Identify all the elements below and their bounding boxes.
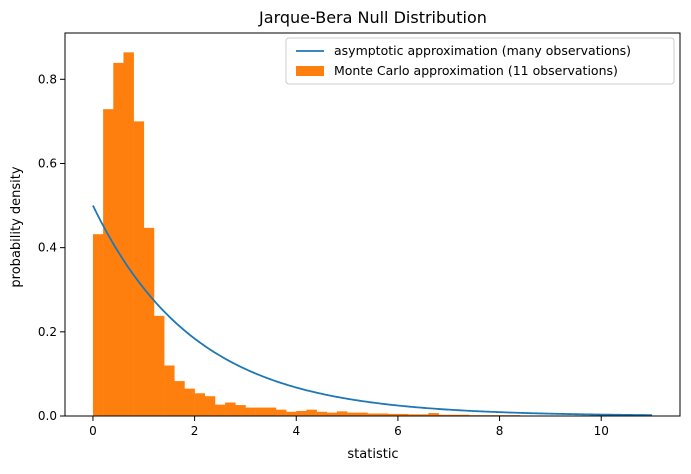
legend-bar-swatch <box>296 66 324 76</box>
histogram-bar <box>276 410 286 416</box>
x-tick-label: 2 <box>191 424 199 438</box>
histogram-bar <box>235 405 245 416</box>
histogram-bar <box>215 405 225 416</box>
x-tick-label: 4 <box>292 424 300 438</box>
histogram-bar <box>245 408 255 416</box>
histogram-bar <box>317 412 327 416</box>
histogram-bar <box>306 410 316 416</box>
legend-label-asymptotic: asymptotic approximation (many observati… <box>334 43 631 58</box>
histogram-bar <box>286 412 296 416</box>
y-axis-label: probability density <box>9 166 24 287</box>
histogram-bar <box>93 234 103 416</box>
y-tick-label: 0.4 <box>38 241 57 255</box>
chart-title: Jarque-Bera Null Distribution <box>258 8 487 27</box>
x-tick-label: 0 <box>89 424 97 438</box>
histogram-bar <box>266 408 276 416</box>
histogram-bar <box>337 411 347 416</box>
histogram-bar <box>174 381 184 416</box>
y-tick-label: 0.6 <box>38 156 57 170</box>
legend: asymptotic approximation (many observati… <box>286 38 674 84</box>
x-tick-label: 6 <box>394 424 402 438</box>
histogram-bar <box>164 365 174 416</box>
histogram-bar <box>195 393 205 416</box>
y-tick-label: 0.2 <box>38 325 57 339</box>
histogram-bar <box>144 228 154 416</box>
histogram-bar <box>347 413 357 416</box>
histogram-bar <box>296 411 306 416</box>
histogram-bar <box>123 52 133 416</box>
histogram-bar <box>327 413 337 416</box>
histogram-bar <box>154 316 164 416</box>
histogram-bar <box>184 389 194 416</box>
histogram-bar <box>225 403 235 416</box>
x-tick-label: 8 <box>496 424 504 438</box>
x-tick-label: 10 <box>594 424 609 438</box>
histogram-bar <box>205 396 215 416</box>
histogram-bar <box>357 413 367 416</box>
histogram-bar <box>134 121 144 416</box>
y-tick-label: 0.8 <box>38 72 57 86</box>
histogram-bar <box>103 109 113 416</box>
histogram-bar <box>256 408 266 416</box>
legend-label-monte-carlo: Monte Carlo approximation (11 observatio… <box>334 63 618 78</box>
histogram-bar <box>113 63 123 416</box>
y-tick-label: 0.0 <box>38 409 57 423</box>
x-axis-label: statistic <box>347 447 398 462</box>
